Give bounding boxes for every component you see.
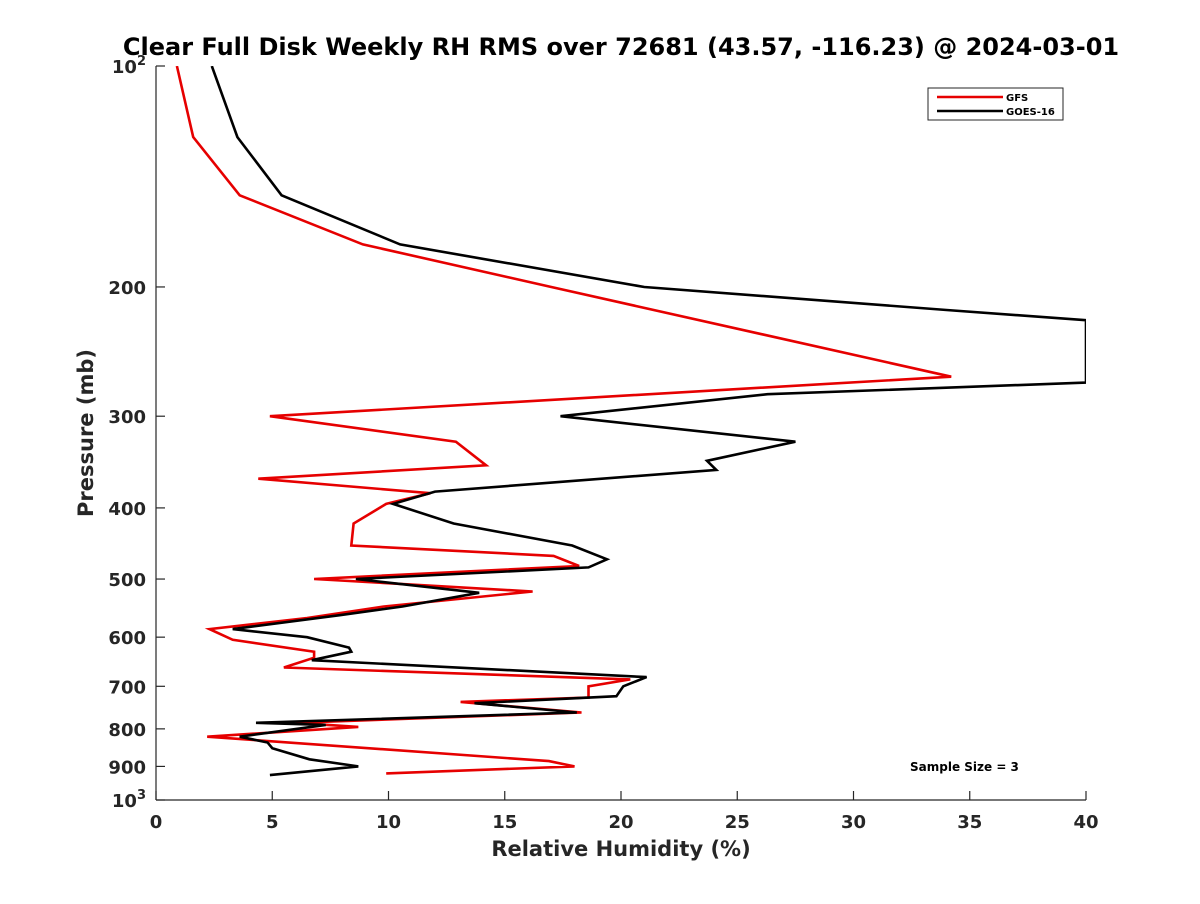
x-tick-label: 15	[492, 812, 517, 833]
legend: GFS GOES-16	[927, 87, 1064, 121]
series-layer	[175, 66, 1086, 777]
legend-label-goes16: GOES-16	[1006, 107, 1055, 118]
x-tick-label: 20	[608, 812, 633, 833]
sample-size-annotation: Sample Size = 3	[910, 760, 1019, 774]
y-tick-label: 900	[108, 757, 146, 778]
y-tick-label: 103	[112, 788, 146, 812]
y-tick-label: 400	[108, 499, 146, 520]
y-tick-label: 500	[108, 570, 146, 591]
y-axis-label: Pressure (mb)	[74, 349, 98, 517]
y-tick-label: 800	[108, 720, 146, 741]
y-tick-label: 102	[112, 54, 146, 78]
y-ticks: 102 200 300 400 500 600 700 800 900 103	[108, 54, 165, 812]
y-tick-label: 300	[108, 407, 146, 428]
x-tick-label: 0	[150, 812, 163, 833]
x-axis-label: Relative Humidity (%)	[491, 837, 750, 861]
x-tick-label: 40	[1073, 812, 1098, 833]
x-tick-label: 10	[376, 812, 401, 833]
x-tick-label: 5	[266, 812, 279, 833]
y-tick-label: 600	[108, 628, 146, 649]
legend-label-gfs: GFS	[1006, 93, 1028, 104]
chart-title: Clear Full Disk Weekly RH RMS over 72681…	[123, 33, 1119, 61]
x-tick-label: 35	[957, 812, 982, 833]
series-line-goes16	[210, 66, 1086, 777]
x-tick-label: 25	[725, 812, 750, 833]
y-tick-label: 700	[108, 677, 146, 698]
x-ticks: 0 5 10 15 20 25 30 35 40	[150, 791, 1099, 833]
legend-box	[927, 87, 1064, 121]
x-tick-label: 30	[841, 812, 866, 833]
y-tick-label: 200	[108, 278, 146, 299]
